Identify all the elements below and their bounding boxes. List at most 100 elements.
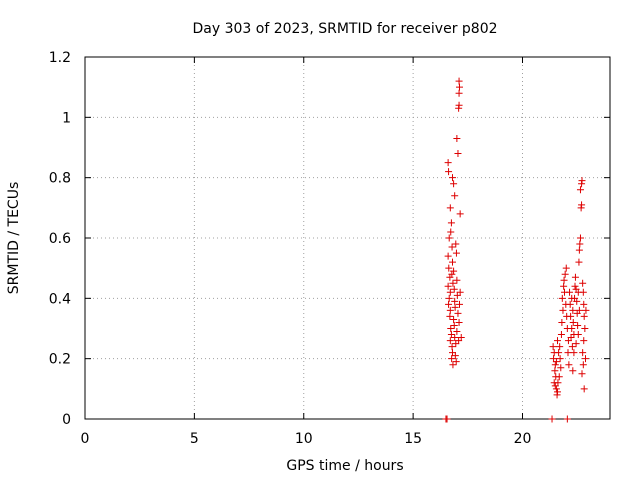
data-point	[451, 334, 459, 342]
data-point	[582, 306, 590, 314]
data-point	[552, 358, 560, 366]
data-point	[550, 355, 558, 363]
data-point	[549, 343, 557, 351]
data-point	[576, 240, 584, 248]
data-point	[447, 331, 455, 339]
data-point	[448, 270, 456, 278]
data-point	[559, 306, 567, 314]
data-point	[554, 337, 561, 345]
data-point	[444, 159, 452, 167]
data-point	[558, 318, 566, 326]
data-point	[572, 340, 580, 348]
data-point	[451, 297, 459, 305]
data-point	[574, 321, 582, 329]
data-point	[452, 340, 460, 348]
data-point	[575, 306, 583, 314]
data-point	[453, 134, 461, 142]
data-point	[454, 150, 462, 158]
data-point	[560, 276, 568, 284]
data-point	[456, 288, 464, 296]
data-point	[450, 180, 458, 188]
data-point	[562, 264, 570, 272]
data-point	[576, 234, 584, 242]
data-point	[571, 282, 579, 290]
data-point	[568, 325, 576, 332]
data-point	[452, 240, 460, 248]
data-point	[446, 204, 454, 212]
data-point	[569, 367, 577, 375]
data-point	[573, 297, 581, 305]
y-tick-label: 0.4	[49, 291, 71, 307]
data-point	[457, 334, 465, 342]
data-point	[579, 349, 587, 357]
data-point	[451, 303, 459, 311]
data-point	[445, 294, 453, 302]
x-axis-label: GPS time / hours	[286, 458, 403, 474]
data-point	[452, 249, 460, 257]
data-point	[443, 415, 451, 423]
data-point	[568, 343, 576, 351]
y-tick-label: 1	[62, 110, 71, 126]
data-point	[447, 325, 455, 332]
data-point	[582, 355, 589, 363]
data-point	[450, 267, 458, 275]
data-point	[454, 309, 462, 317]
y-tick-label: 0	[62, 412, 71, 428]
data-point	[449, 361, 457, 369]
data-point	[579, 361, 587, 369]
data-point	[568, 294, 576, 302]
y-tick-label: 0.6	[49, 231, 71, 247]
x-tick-label: 20	[514, 431, 532, 447]
data-point	[447, 228, 455, 236]
data-point	[557, 331, 565, 339]
data-point	[455, 77, 463, 85]
data-point	[445, 264, 453, 272]
data-point	[555, 373, 563, 381]
data-point	[552, 385, 560, 393]
data-point	[578, 370, 586, 378]
data-point	[580, 337, 588, 345]
data-point	[450, 285, 458, 293]
data-point	[575, 258, 583, 266]
data-point	[564, 349, 572, 357]
data-point	[445, 234, 453, 242]
data-point	[567, 312, 575, 320]
data-point	[569, 318, 577, 326]
data-point	[578, 177, 586, 185]
data-point	[581, 325, 589, 332]
data-point	[567, 334, 575, 342]
data-point	[556, 343, 564, 351]
data-point	[447, 219, 455, 227]
data-point	[555, 349, 563, 357]
x-tick-label: 0	[81, 431, 90, 447]
data-point	[569, 306, 577, 314]
data-point	[566, 288, 574, 296]
data-point	[579, 279, 587, 287]
x-tick-label: 10	[295, 431, 313, 447]
data-point	[455, 318, 463, 326]
data-point	[580, 385, 588, 393]
data-point	[453, 328, 461, 336]
data-point	[445, 168, 453, 176]
data-point	[446, 288, 454, 296]
data-point	[570, 349, 578, 357]
plot-border	[84, 56, 611, 420]
data-point	[448, 355, 456, 363]
data-points	[442, 77, 590, 423]
data-point	[452, 358, 460, 366]
data-point	[553, 391, 561, 399]
data-point	[574, 288, 582, 296]
data-point	[448, 243, 456, 251]
data-point	[445, 300, 453, 308]
data-point	[444, 282, 452, 290]
data-point	[446, 312, 454, 320]
data-point	[455, 89, 463, 97]
data-point	[561, 270, 569, 278]
data-point	[574, 331, 582, 339]
data-point	[449, 279, 457, 287]
data-point	[449, 349, 456, 357]
data-point	[580, 312, 588, 320]
data-point	[566, 300, 574, 308]
y-axis-label: SRMTID / TECUs	[6, 182, 22, 295]
